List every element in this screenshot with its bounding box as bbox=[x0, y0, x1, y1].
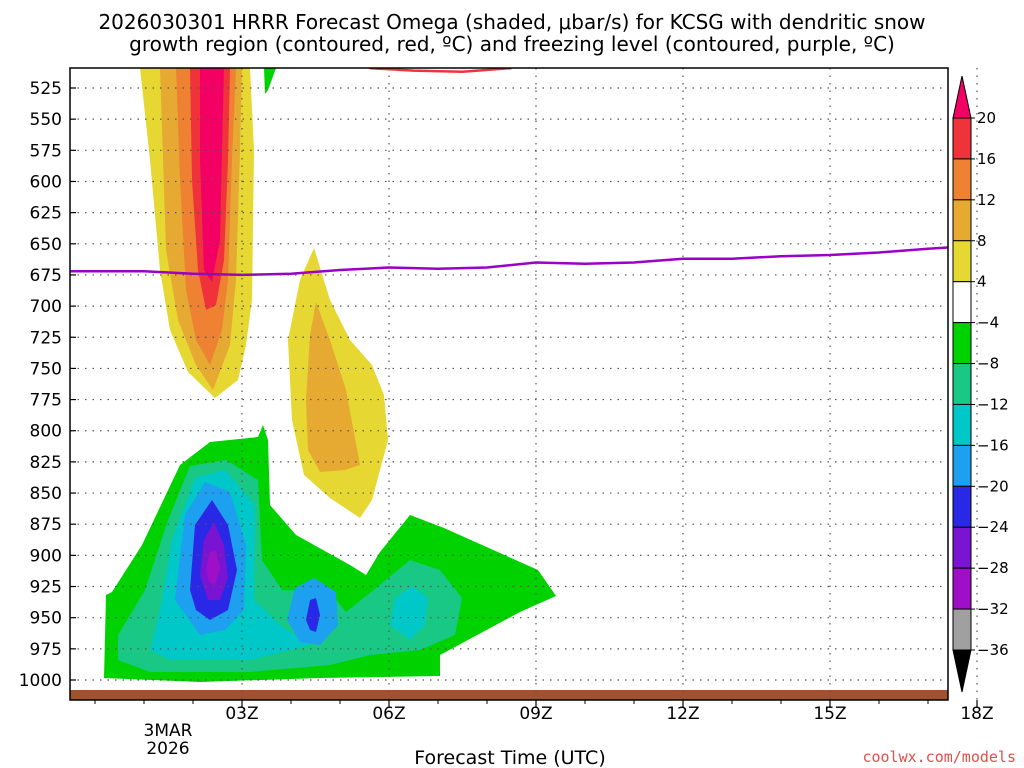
y-tick-label-575: 575 bbox=[30, 141, 62, 161]
y-tick-label-525: 525 bbox=[30, 79, 62, 99]
omega-band-neg28 bbox=[206, 550, 220, 585]
colorbar-label-4: 4 bbox=[977, 273, 987, 291]
colorbar-label-1: 16 bbox=[977, 150, 996, 168]
x-tick-label-06Z: 06Z bbox=[372, 704, 405, 724]
omega-band-neg4-top bbox=[264, 68, 276, 94]
y-tick-label-600: 600 bbox=[30, 172, 62, 192]
y-tick-label-1000: 1000 bbox=[19, 671, 62, 691]
x-tick-label-12Z: 12Z bbox=[666, 704, 699, 724]
y-tick-label-825: 825 bbox=[30, 453, 62, 473]
chart-title-line-1: 2026030301 HRRR Forecast Omega (shaded, … bbox=[98, 10, 925, 34]
dgz-contour bbox=[369, 68, 512, 74]
colorbar-box-12 bbox=[952, 608, 972, 651]
colorbar-label-11: −28 bbox=[977, 559, 1009, 577]
y-tick-label-975: 975 bbox=[30, 640, 62, 660]
y-tick-label-950: 950 bbox=[30, 609, 62, 629]
colorbar-label-9: −20 bbox=[977, 477, 1009, 495]
colorbar-top-arrow bbox=[952, 75, 972, 119]
x-axis-title: Forecast Time (UTC) bbox=[414, 747, 605, 768]
colorbar-label-10: −24 bbox=[977, 518, 1009, 536]
colorbar-box-11 bbox=[952, 567, 972, 610]
freezing-level-contour bbox=[70, 246, 948, 277]
colorbar: 20 16 12 8 4 −4 −8 −12 −16 −20 −24 −28 −32 −36 bbox=[952, 75, 1009, 693]
colorbar-box-2 bbox=[952, 199, 972, 242]
omega-band-pos8-b bbox=[306, 302, 360, 472]
y-axis: 525 550 575 600 625 650 675 700 725 750 775 800 825 8… bbox=[19, 79, 76, 691]
colorbar-label-0: 20 bbox=[977, 109, 996, 127]
chart-title-line-2: growth region (contoured, red, ºC) and f… bbox=[129, 32, 895, 56]
y-tick-label-650: 650 bbox=[30, 235, 62, 255]
colorbar-box-7 bbox=[952, 403, 972, 446]
colorbar-box-5 bbox=[952, 322, 972, 365]
colorbar-label-7: −12 bbox=[977, 395, 1009, 413]
y-tick-label-625: 625 bbox=[30, 204, 62, 224]
y-tick-label-550: 550 bbox=[30, 110, 62, 130]
x-date-month: 3MAR bbox=[144, 721, 193, 741]
colorbar-box-3 bbox=[952, 240, 972, 283]
colorbar-box-1 bbox=[952, 158, 972, 201]
y-tick-label-775: 775 bbox=[30, 391, 62, 411]
x-axis: 03Z 06Z 09Z 12Z 15Z 18Z bbox=[94, 700, 994, 724]
y-tick-label-800: 800 bbox=[30, 422, 62, 442]
y-tick-label-900: 900 bbox=[30, 546, 62, 566]
plot-frame bbox=[69, 67, 949, 701]
colorbar-label-12: −32 bbox=[977, 600, 1009, 618]
colorbar-label-3: 8 bbox=[977, 232, 987, 250]
x-tick-label-18Z: 18Z bbox=[960, 704, 993, 724]
omega-band-neg20b bbox=[306, 598, 320, 632]
x-tick-label-15Z: 15Z bbox=[813, 704, 846, 724]
colorbar-label-13: −36 bbox=[977, 641, 1009, 659]
colorbar-bottom-arrow bbox=[952, 649, 972, 693]
x-tick-label-09Z: 09Z bbox=[519, 704, 552, 724]
credit-text: coolwx.com/models bbox=[862, 748, 1016, 766]
y-tick-label-850: 850 bbox=[30, 484, 62, 504]
colorbar-label-6: −8 bbox=[977, 355, 999, 373]
colorbar-box-10 bbox=[952, 526, 972, 569]
x-date-year: 2026 bbox=[146, 739, 189, 759]
colorbar-label-5: −4 bbox=[977, 314, 999, 332]
y-tick-label-925: 925 bbox=[30, 578, 62, 598]
colorbar-box-9 bbox=[952, 485, 972, 528]
colorbar-box-4 bbox=[952, 281, 972, 324]
colorbar-label-2: 12 bbox=[977, 191, 996, 209]
colorbar-label-8: −16 bbox=[977, 436, 1009, 454]
colorbar-box-0 bbox=[952, 117, 972, 160]
terrain-band bbox=[70, 690, 948, 700]
y-tick-label-700: 700 bbox=[30, 297, 62, 317]
omega-band-pos20-a bbox=[200, 68, 224, 282]
x-tick-label-03Z: 03Z bbox=[225, 704, 258, 724]
colorbar-box-6 bbox=[952, 363, 972, 405]
y-tick-label-675: 675 bbox=[30, 266, 62, 286]
y-tick-label-875: 875 bbox=[30, 515, 62, 535]
colorbar-box-8 bbox=[952, 444, 972, 487]
y-tick-label-750: 750 bbox=[30, 359, 62, 379]
grid-lines bbox=[70, 68, 978, 700]
omega-shading bbox=[104, 68, 556, 682]
y-tick-label-725: 725 bbox=[30, 328, 62, 348]
omega-band-neg12b bbox=[390, 586, 428, 640]
